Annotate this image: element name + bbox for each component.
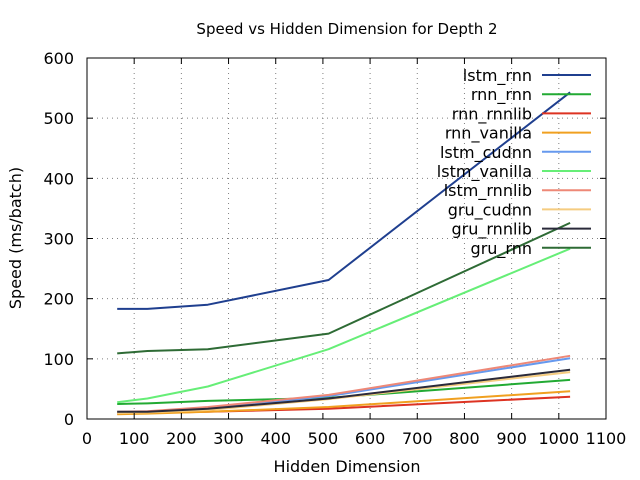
- legend-label-lstm-vanilla: lstm_vanilla: [437, 162, 532, 182]
- y-tick-label: 400: [43, 169, 74, 188]
- legend-label-gru-rnn: gru_rnn: [471, 239, 532, 259]
- y-tick-label: 300: [43, 230, 74, 249]
- y-tick-label: 100: [43, 350, 74, 369]
- x-tick-label: 400: [260, 429, 291, 448]
- grid: [87, 58, 606, 419]
- x-tick-label: 700: [402, 429, 433, 448]
- x-tick-label: 200: [166, 429, 197, 448]
- x-tick-label: 100: [119, 429, 150, 448]
- series-line-lstm-vanilla: [117, 247, 571, 404]
- series-line-rnn-vanilla: [117, 390, 571, 416]
- y-tick-label: 600: [43, 49, 74, 68]
- x-tick-label: 600: [355, 429, 386, 448]
- chart-title: Speed vs Hidden Dimension for Depth 2: [196, 20, 497, 38]
- y-tick-label: 200: [43, 290, 74, 309]
- legend-label-gru-cudnn: gru_cudnn: [448, 200, 532, 220]
- legend-label-rnn-vanilla: rnn_vanilla: [445, 124, 532, 144]
- series-line-lstm-rnnlib: [117, 354, 571, 413]
- legend-label-rnn-rnnlib: rnn_rnnlib: [452, 104, 532, 124]
- x-axis-label: Hidden Dimension: [274, 457, 421, 476]
- legend: lstm_rnnrnn_rnnrnn_rnnlibrnn_vanillalstm…: [437, 66, 591, 259]
- legend-label-lstm-rnn: lstm_rnn: [463, 66, 532, 86]
- series-lines: [117, 91, 571, 416]
- x-tick-label: 500: [308, 429, 339, 448]
- legend-label-lstm-cudnn: lstm_cudnn: [440, 143, 532, 163]
- x-tick-label: 300: [213, 429, 244, 448]
- y-tick-label: 500: [43, 109, 74, 128]
- axis-ticks: 0 100 200 300 400 500 600 700 800 900 1000 1100 0 100…: [43, 49, 626, 448]
- legend-label-rnn-rnn: rnn_rnn: [471, 85, 532, 105]
- series-line-gru-rnnlib: [117, 368, 571, 413]
- y-tick-label: 0: [64, 410, 74, 429]
- x-tick-label: 900: [496, 429, 527, 448]
- legend-label-gru-rnnlib: gru_rnnlib: [452, 220, 533, 240]
- x-tick-label: 0: [82, 429, 92, 448]
- series-line-rnn-rnn: [117, 378, 571, 405]
- x-tick-label: 1100: [586, 429, 627, 448]
- x-tick-label: 800: [449, 429, 480, 448]
- series-line-lstm-rnn: [117, 91, 571, 310]
- legend-label-lstm-rnnlib: lstm_rnnlib: [444, 181, 532, 201]
- y-axis-label: Speed (ms/batch): [6, 167, 25, 309]
- series-line-gru-rnn: [117, 221, 571, 355]
- x-tick-label: 1000: [538, 429, 579, 448]
